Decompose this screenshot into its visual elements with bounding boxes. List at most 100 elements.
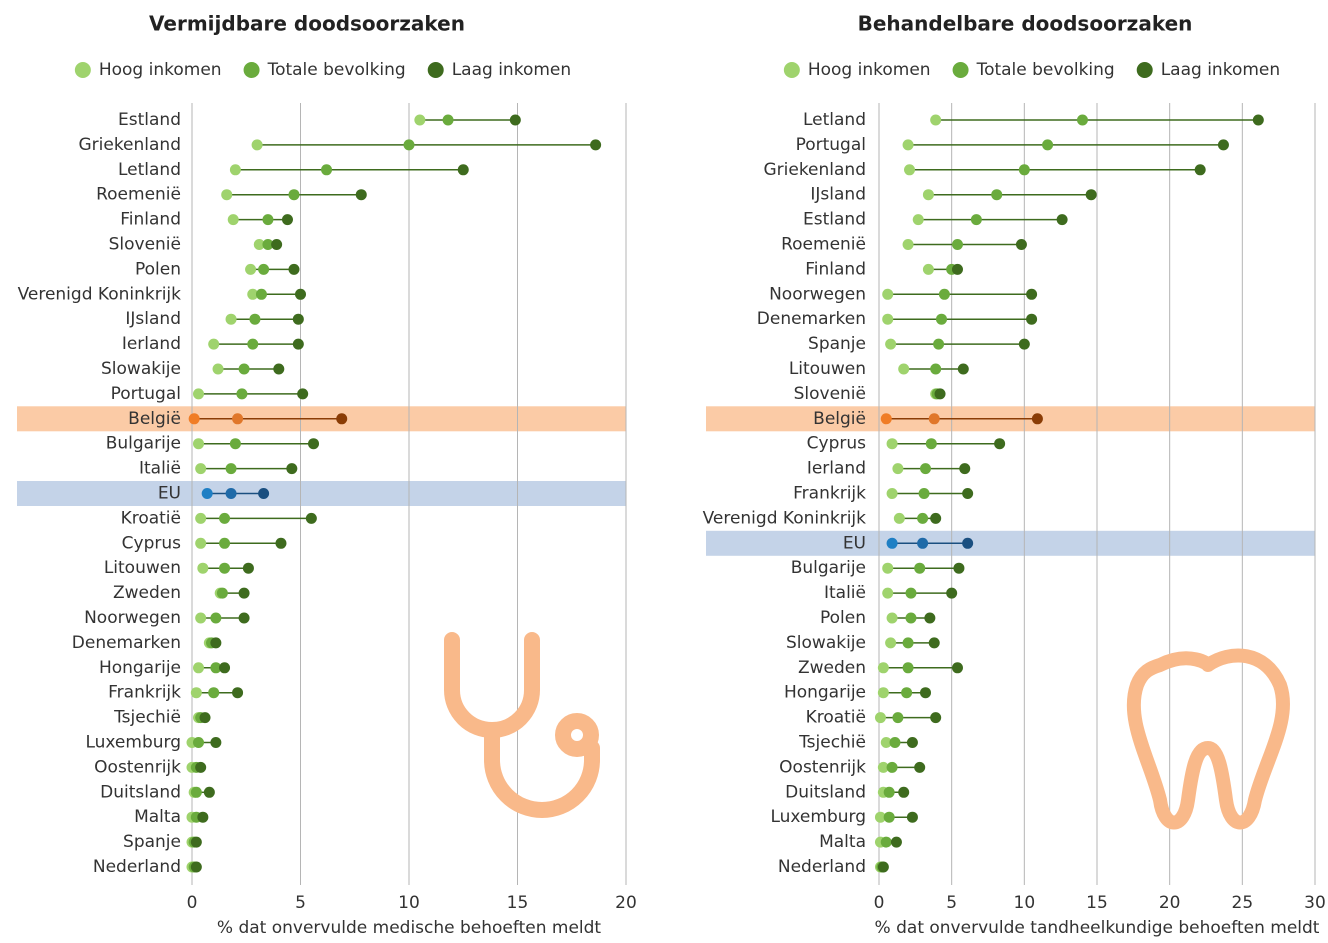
dot	[901, 687, 913, 699]
category-label: Luxemburg	[770, 807, 866, 827]
category-label: Malta	[134, 807, 181, 827]
category-label: Verenigd Koninkrijk	[703, 508, 867, 528]
category-label: Kroatië	[806, 708, 866, 728]
dot	[457, 164, 469, 176]
dot	[403, 139, 415, 151]
dot	[292, 338, 304, 350]
highlight-band	[706, 530, 1315, 556]
dot	[288, 263, 300, 275]
dot	[229, 438, 241, 450]
dot	[212, 363, 224, 375]
x-tick-label: 20	[615, 893, 637, 913]
dot	[190, 786, 202, 798]
dot	[951, 263, 963, 275]
dot	[219, 662, 231, 674]
dot	[253, 239, 265, 250]
dot	[874, 712, 886, 724]
dot	[273, 363, 285, 375]
legend-label: Totale bevolking	[267, 60, 406, 80]
legend: Hoog inkomen Totale bevolking Laag inkomen	[783, 60, 1280, 80]
category-label: IJsland	[125, 309, 181, 329]
dot	[880, 836, 892, 848]
stethoscope-icon	[444, 632, 600, 818]
dot	[930, 114, 942, 126]
dot	[877, 662, 889, 674]
dot	[210, 737, 222, 748]
category-label: Cyprus	[807, 434, 866, 454]
dot	[1252, 114, 1264, 126]
category-label: Verenigd Koninkrijk	[18, 284, 182, 304]
category-label: Spanje	[123, 832, 181, 852]
dot	[930, 363, 942, 375]
dot	[898, 363, 910, 375]
dot	[225, 488, 237, 499]
category-label: Portugal	[111, 384, 181, 404]
dot	[991, 189, 1003, 201]
category-label: EU	[158, 484, 181, 504]
category-label: Noorwegen	[769, 284, 866, 304]
dot	[203, 786, 215, 798]
dot	[219, 537, 231, 549]
category-label: Hongarije	[784, 683, 866, 703]
tooth-icon	[1126, 648, 1291, 830]
dot	[238, 612, 250, 624]
category-label: Duitsland	[785, 782, 866, 802]
dot	[1015, 239, 1027, 250]
dot	[190, 861, 202, 873]
dot	[221, 189, 233, 201]
dot	[188, 413, 200, 425]
category-label: Luxemburg	[85, 733, 181, 753]
dot	[190, 687, 202, 699]
category-label: Tsjechië	[113, 708, 181, 728]
dot	[886, 612, 898, 624]
dot	[877, 861, 889, 873]
x-tick-label: 20	[1159, 893, 1181, 913]
dot	[210, 612, 222, 624]
category-label: Kroatië	[121, 508, 181, 528]
dot	[885, 637, 897, 649]
dot	[281, 214, 293, 226]
dot	[1217, 139, 1229, 151]
category-label: Letland	[118, 160, 181, 180]
dot	[227, 214, 239, 226]
category-label: Ierland	[807, 459, 866, 479]
category-label: Noorwegen	[84, 608, 181, 628]
category-label: Slowakije	[786, 633, 866, 653]
category-label: Italië	[139, 459, 181, 479]
x-tick-label: 25	[1232, 893, 1254, 913]
dot	[305, 512, 317, 524]
dot	[918, 488, 930, 499]
title: Vermijdbare doodsoorzaken	[149, 12, 465, 36]
dot	[882, 562, 894, 574]
x-axis-label: % dat onvervulde medische behoeften meld…	[217, 918, 602, 938]
category-label: Bulgarije	[791, 558, 866, 578]
dot	[962, 537, 974, 549]
category-label: Estland	[118, 110, 181, 130]
dot	[195, 612, 207, 624]
x-tick-label: 0	[187, 893, 198, 913]
dot	[238, 363, 250, 375]
category-label: Denemarken	[72, 633, 181, 653]
dot	[885, 338, 897, 350]
dot	[193, 662, 205, 674]
dot	[321, 164, 333, 176]
dot	[286, 463, 298, 475]
dot	[336, 413, 348, 425]
dot	[210, 662, 222, 674]
dot	[877, 761, 889, 773]
dot	[886, 761, 898, 773]
dot	[288, 189, 300, 201]
category-label: Zweden	[113, 583, 181, 603]
dot	[933, 338, 945, 350]
dot	[898, 786, 910, 798]
dot	[934, 388, 946, 400]
dot	[890, 836, 902, 848]
x-tick-label: 10	[398, 893, 420, 913]
dot	[874, 811, 886, 823]
category-label: Griekenland	[78, 135, 181, 155]
category-label: Estland	[803, 210, 866, 230]
category-label: Portugal	[796, 135, 866, 155]
legend-label: Laag inkomen	[452, 60, 571, 80]
category-label: Oostenrijk	[779, 757, 866, 777]
dot	[886, 537, 898, 549]
